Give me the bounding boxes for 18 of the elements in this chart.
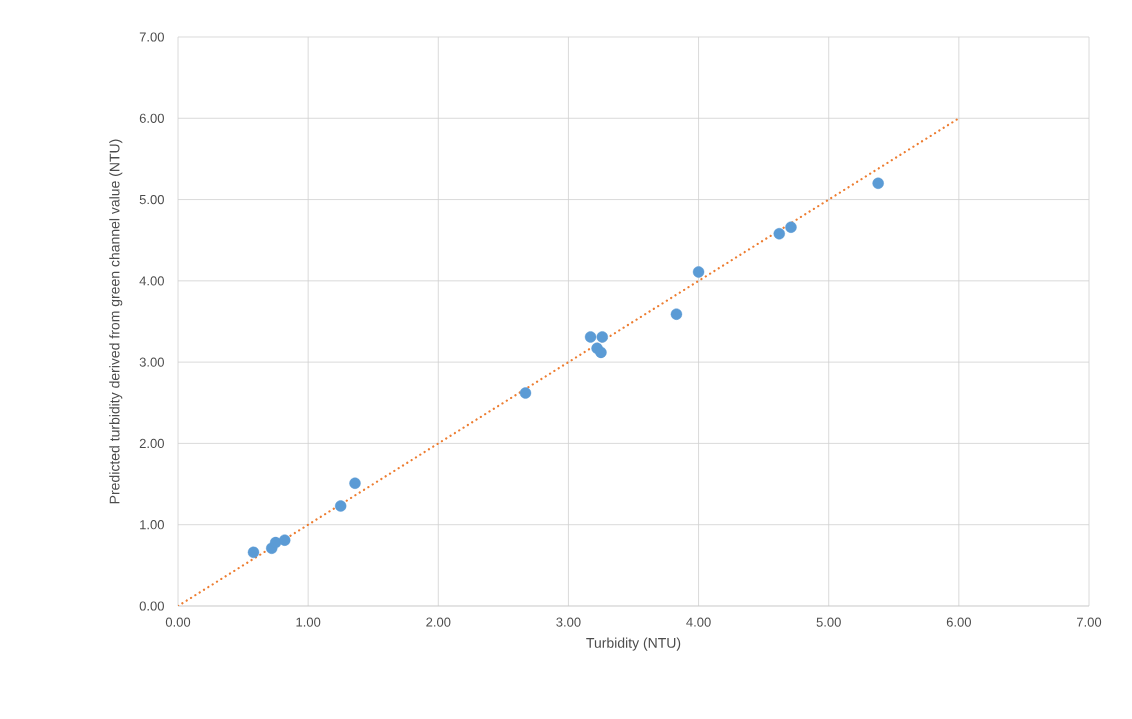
x-tick-label: 2.00 [426, 617, 451, 627]
y-axis-title: Predicted turbidity derived from green channel value (NTU) [109, 139, 123, 504]
y-tick-label: 4.00 [139, 276, 164, 286]
y-tick-label: 0.00 [139, 601, 164, 611]
x-tick-label: 0.00 [165, 617, 191, 627]
x-tick-label: 5.00 [816, 617, 841, 627]
x-tick-label: 3.00 [556, 617, 581, 627]
x-tick-label: 7.00 [1077, 617, 1102, 627]
x-tick-label: 4.00 [686, 617, 711, 627]
y-tick-label: 1.00 [140, 520, 164, 530]
x-axis-title: Turbidity (NTU) [586, 637, 681, 651]
y-tick-label: 2.00 [139, 438, 164, 449]
y-tick-label: 3.00 [139, 357, 164, 367]
x-tick-label: 6.00 [946, 617, 972, 627]
x-tick-label: 1.00 [296, 617, 321, 627]
y-tick-label: 6.00 [139, 113, 164, 123]
y-tick-label: 5.00 [139, 194, 164, 205]
y-tick-label: 7.00 [139, 32, 164, 42]
